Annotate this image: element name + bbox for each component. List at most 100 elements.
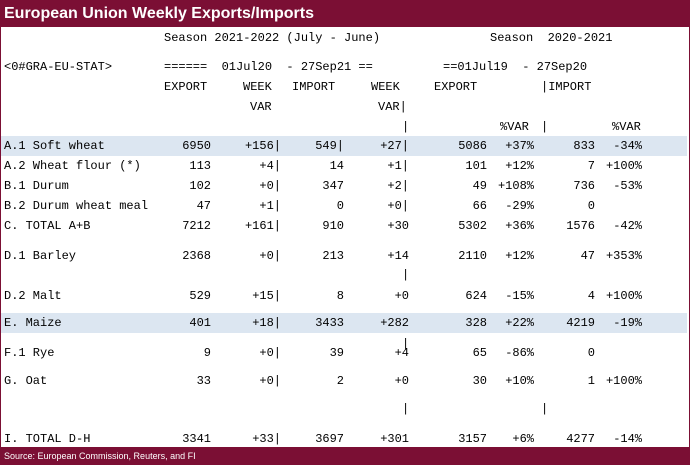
table-row: D.1 Barley 2368 +0| 213 +14 2110 +12% 47 +353% <box>0 249 690 264</box>
cell-imp: 0 <box>336 199 344 213</box>
row-highlight-soft-wheat <box>1 136 687 156</box>
cell-exp: 2368 <box>182 249 211 263</box>
cell-pvar: +10% <box>505 374 534 388</box>
cell-imp2: 4 <box>587 289 595 303</box>
cell-exp2: 328 <box>465 316 487 330</box>
cell-pvar2: +100% <box>605 159 642 173</box>
cell-pvar: +108% <box>497 179 534 193</box>
cell-wvar2: +27| <box>380 139 409 153</box>
cell-imp2: 4219 <box>566 316 595 330</box>
cell-wvar2: +14 <box>387 249 409 263</box>
cell-wvar: +18| <box>252 316 281 330</box>
cell-imp2: 47 <box>580 249 595 263</box>
cell-imp: 347 <box>322 179 344 193</box>
cell-exp2: 5302 <box>458 219 487 233</box>
cell-exp: 113 <box>189 159 211 173</box>
header-pct-var-2: %VAR <box>612 120 641 134</box>
cell-wvar: +161| <box>244 219 281 233</box>
cell-wvar: +33| <box>252 432 281 446</box>
cell-imp2: 0 <box>587 199 595 213</box>
cell-imp: 39 <box>329 346 344 360</box>
season-left-label: Season 2021-2022 (July - June) <box>164 31 381 45</box>
cell-pvar: -86% <box>505 346 534 360</box>
cell-wvar2: +0 <box>394 374 409 388</box>
cell-imp2: 0 <box>587 346 595 360</box>
cell-exp: 6950 <box>182 139 211 153</box>
cell-label: C. TOTAL A+B <box>4 219 91 233</box>
table-row: B.2 Durum wheat meal 47 +1| 0 +0| 66 -29% 0 <box>0 199 690 214</box>
cell-wvar: +156| <box>244 139 281 153</box>
cell-pvar: +37% <box>505 139 534 153</box>
cell-pvar: +12% <box>505 159 534 173</box>
cell-exp2: 2110 <box>458 249 487 263</box>
cell-exp: 102 <box>189 179 211 193</box>
cell-label: B.2 Durum wheat meal <box>4 199 149 213</box>
cell-imp2: 736 <box>573 179 595 193</box>
header-import-2: |IMPORT <box>541 80 592 94</box>
cell-label: G. Oat <box>4 374 48 388</box>
cell-exp: 3341 <box>182 432 211 446</box>
cell-pvar: +12% <box>505 249 534 263</box>
source-footer: Source: European Commission, Reuters, an… <box>0 448 690 465</box>
cell-pvar: +6% <box>512 432 534 446</box>
cell-pvar2: -34% <box>613 139 642 153</box>
cell-exp2: 3157 <box>458 432 487 446</box>
table-row: F.1 Rye 9 +0| 39 +4 65 -86% 0 <box>0 346 690 361</box>
cell-imp2: 7 <box>587 159 595 173</box>
cell-label: B.1 Durum <box>4 179 69 193</box>
cell-imp2: 1576 <box>566 219 595 233</box>
cell-wvar: +0| <box>259 179 281 193</box>
cell-pvar: +22% <box>505 316 534 330</box>
cell-pvar2: +100% <box>605 374 642 388</box>
header-week: WEEK <box>243 80 272 94</box>
cell-wvar2: +2| <box>387 179 409 193</box>
header-week-2: WEEK <box>371 80 400 94</box>
cell-pvar2: -19% <box>613 316 642 330</box>
cell-label: I. TOTAL D-H <box>4 432 91 446</box>
cell-imp: 2 <box>336 374 344 388</box>
cell-wvar2: +30 <box>387 219 409 233</box>
header-separator: | <box>402 120 410 134</box>
row-separator: | <box>402 337 410 351</box>
header-var-2: VAR| <box>378 100 407 114</box>
cell-imp2: 1 <box>587 374 595 388</box>
cell-exp2: 30 <box>472 374 487 388</box>
row-highlight-maize <box>1 313 687 333</box>
header-import: IMPORT <box>292 80 336 94</box>
table-row: E. Maize 401 +18| 3433 +282 328 +22% 4219 -19% <box>0 316 690 331</box>
cell-label: D.2 Malt <box>4 289 62 303</box>
table-row: C. TOTAL A+B 7212 +161| 910 +30 5302 +36% 1576 -… <box>0 219 690 234</box>
table-row: A.2 Wheat flour (*) 113 +4| 14 +1| 101 +12% 7 +1… <box>0 159 690 174</box>
cell-wvar2: +0 <box>394 289 409 303</box>
cell-pvar2: +100% <box>605 289 642 303</box>
cell-imp2: 4277 <box>566 432 595 446</box>
cell-exp: 47 <box>196 199 211 213</box>
table-row: D.2 Malt 529 +15| 8 +0 624 -15% 4 +100% <box>0 289 690 304</box>
cell-exp: 33 <box>196 374 211 388</box>
row-separator: | <box>541 402 549 416</box>
header-export-2: EXPORT <box>434 80 478 94</box>
ric-code: <0#GRA-EU-STAT> <box>4 60 113 74</box>
header-var: VAR <box>250 100 272 114</box>
table-row: A.1 Soft wheat 6950 +156| 549| +27| 5086 +37% 8… <box>0 139 690 154</box>
cell-pvar: -15% <box>505 289 534 303</box>
season-right-label: Season 2020-2021 <box>490 31 613 45</box>
cell-wvar: +0| <box>259 374 281 388</box>
cell-pvar2: -53% <box>613 179 642 193</box>
cell-exp2: 66 <box>472 199 487 213</box>
row-separator: | <box>402 402 410 416</box>
cell-pvar: +36% <box>505 219 534 233</box>
cell-exp: 529 <box>189 289 211 303</box>
cell-exp: 9 <box>203 346 211 360</box>
header-pct-var: %VAR <box>500 120 529 134</box>
cell-imp: 910 <box>322 219 344 233</box>
table-row: B.1 Durum 102 +0| 347 +2| 49 +108% 736 -53% <box>0 179 690 194</box>
cell-wvar2: +4 <box>394 346 409 360</box>
table-row: G. Oat 33 +0| 2 +0 30 +10% 1 +100% <box>0 374 690 389</box>
cell-imp: 8 <box>336 289 344 303</box>
table-row: I. TOTAL D-H 3341 +33| 3697 +301 3157 +6% 4277 -… <box>0 432 690 447</box>
cell-pvar2: +353% <box>605 249 642 263</box>
date-range-left: ====== 01Jul20 - 27Sep21 == <box>164 60 373 74</box>
cell-label: D.1 Barley <box>4 249 77 263</box>
cell-pvar2: -14% <box>613 432 642 446</box>
